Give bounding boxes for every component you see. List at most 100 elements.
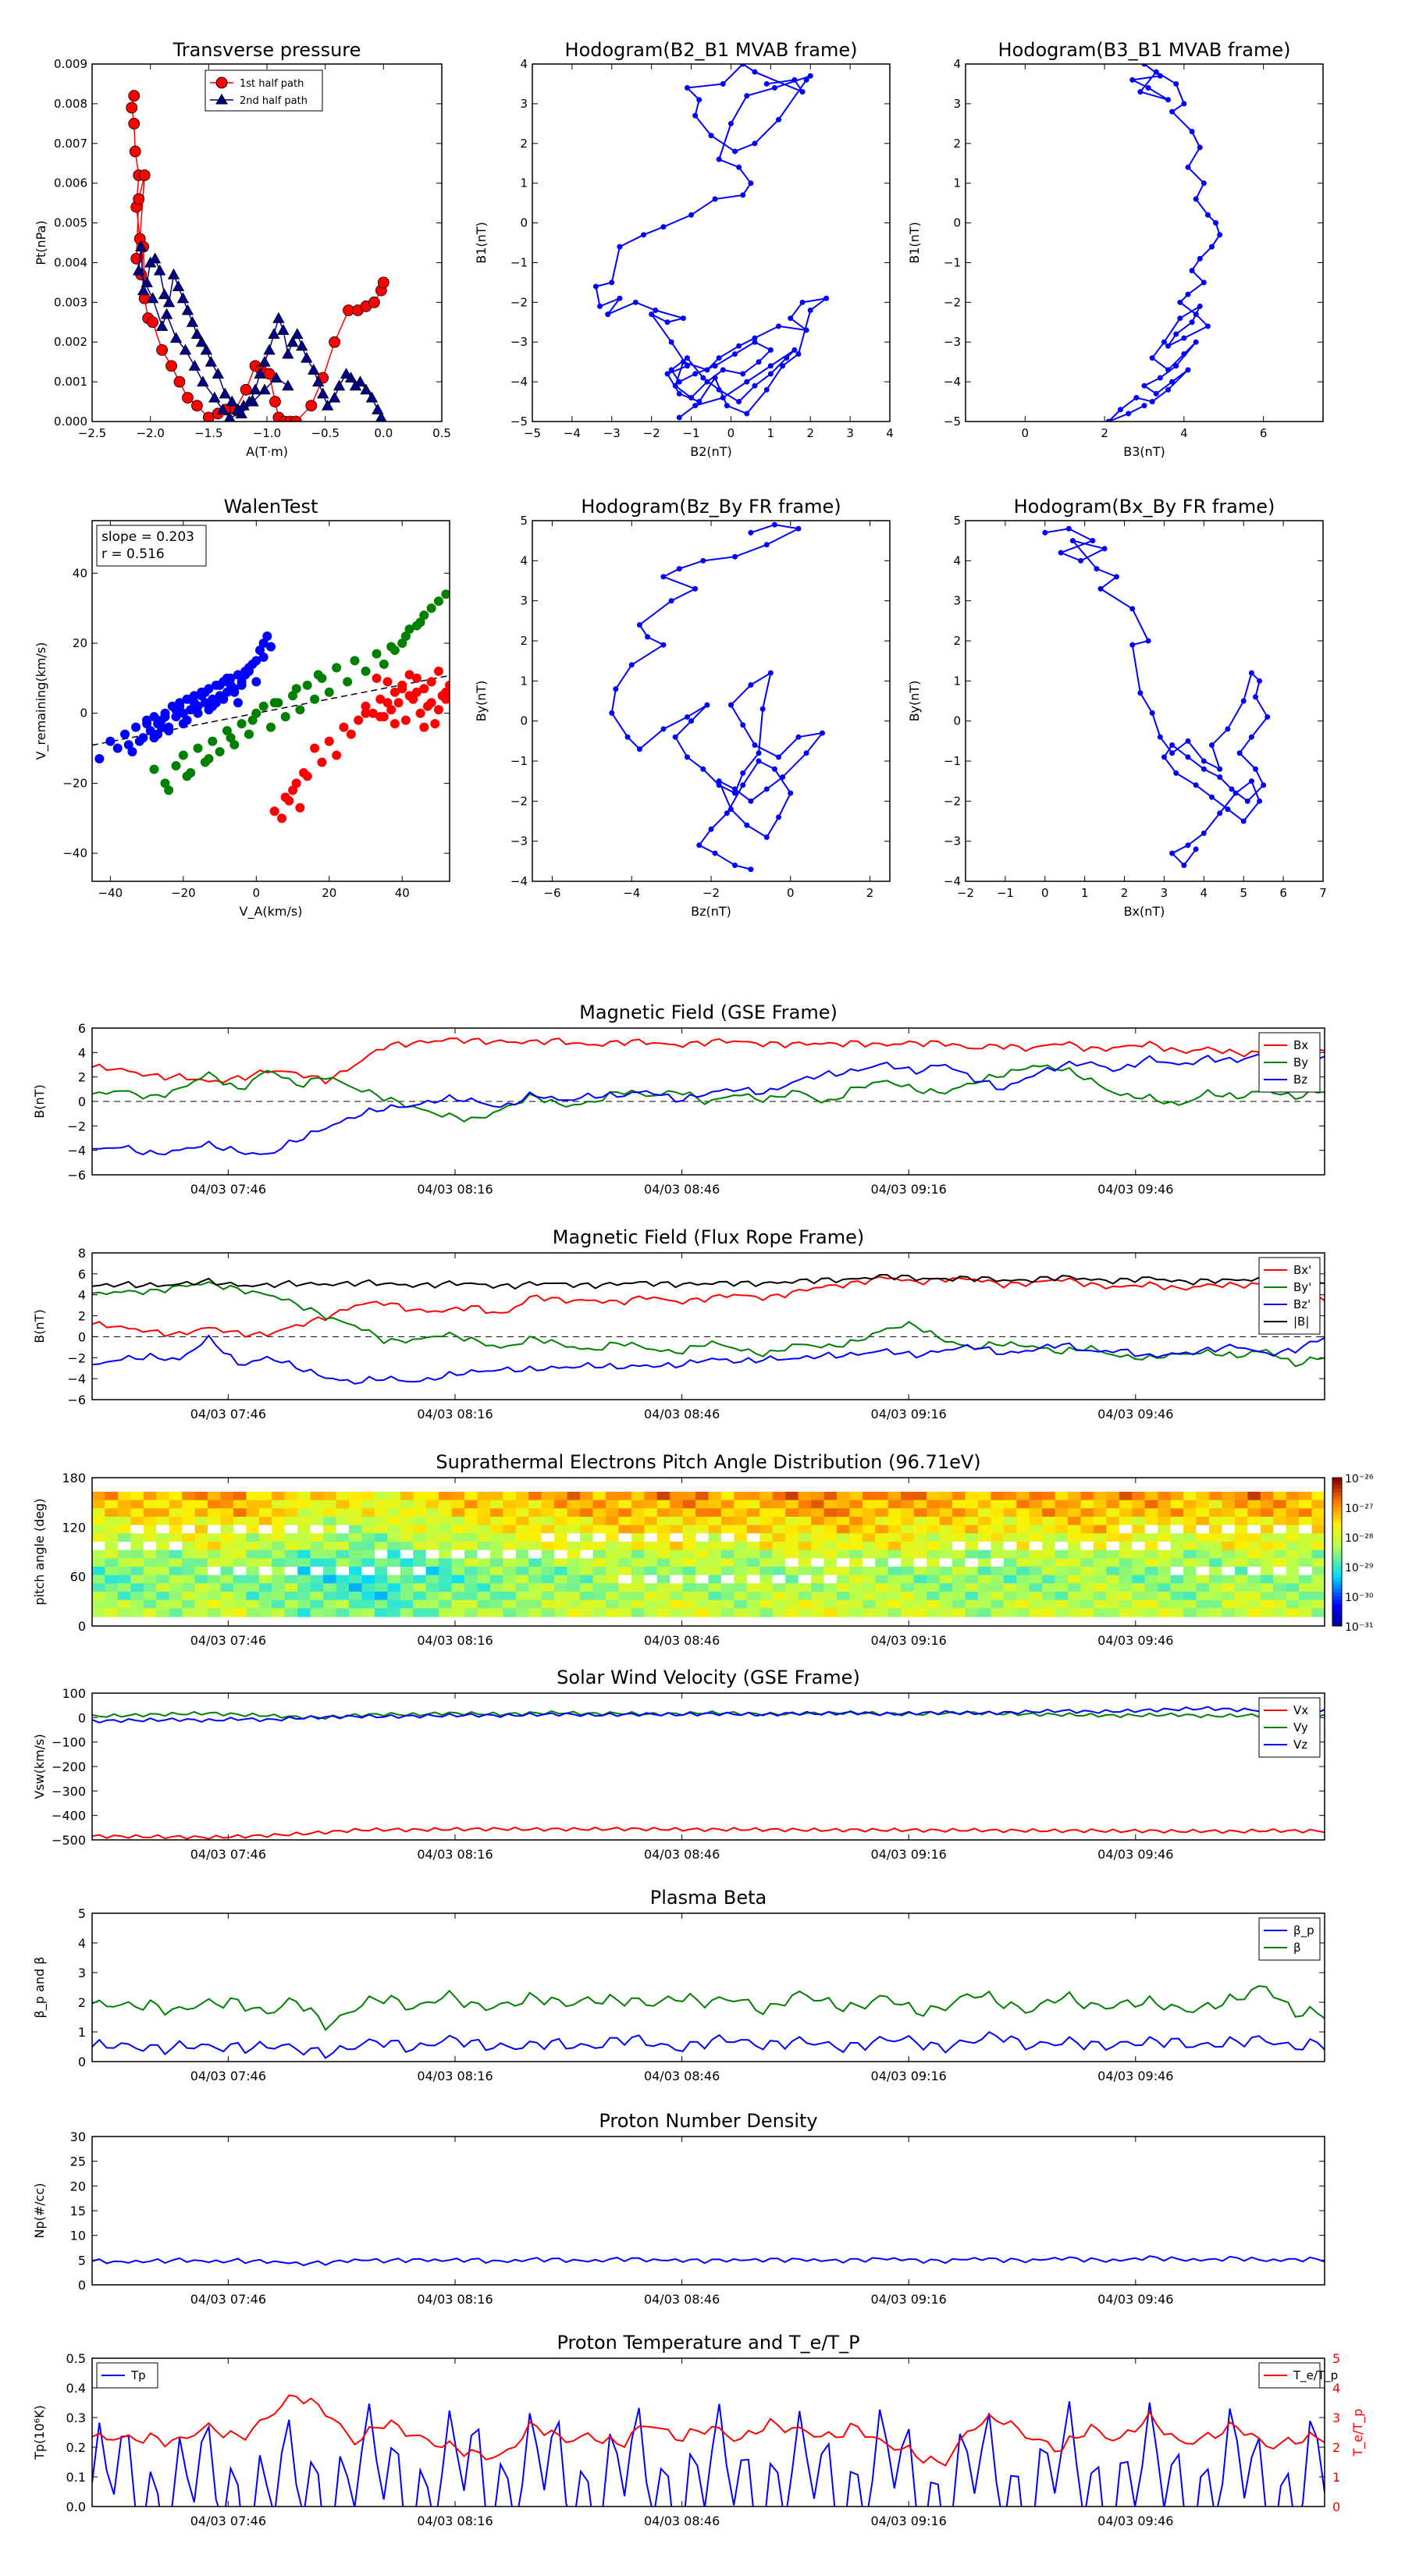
heatmap-cell	[233, 1592, 247, 1601]
heatmap-cell	[901, 1599, 915, 1609]
y-axis-label: Pt(nPa)	[34, 220, 48, 265]
heatmap-cell	[939, 1550, 953, 1559]
heatmap-cell	[977, 1533, 991, 1542]
heatmap-cell	[695, 1592, 710, 1601]
heatmap-cell	[887, 1508, 902, 1517]
heatmap-cell	[823, 1550, 838, 1559]
heatmap-cell	[387, 1558, 401, 1567]
data-point	[247, 395, 259, 407]
heatmap-cell	[400, 1558, 414, 1567]
heatmap-cell	[656, 1500, 670, 1509]
heatmap-cell	[1106, 1550, 1120, 1559]
heatmap-cell	[541, 1592, 555, 1601]
heatmap-cell	[875, 1567, 889, 1576]
data-point	[1225, 806, 1231, 813]
heatmap-cell	[720, 1592, 735, 1601]
data-point	[684, 363, 690, 369]
heatmap-cell	[1299, 1517, 1313, 1526]
heatmap-cell	[837, 1599, 850, 1609]
heatmap-cell	[528, 1525, 542, 1534]
heatmap-cell	[541, 1558, 555, 1567]
heatmap-cell	[862, 1583, 876, 1592]
heatmap-cell	[451, 1574, 465, 1584]
legend-marker	[215, 94, 228, 105]
heatmap-cell	[323, 1517, 337, 1526]
data-point	[732, 148, 738, 155]
heatmap-cell	[644, 1550, 658, 1559]
heatmap-cell	[323, 1574, 337, 1584]
heatmap-cell	[297, 1508, 311, 1517]
heatmap-cell	[477, 1525, 491, 1534]
heatmap-cell	[1055, 1583, 1069, 1592]
heatmap-cell	[862, 1599, 876, 1609]
heatmap-cell	[759, 1525, 774, 1534]
heatmap-cell	[1299, 1500, 1313, 1509]
heatmap-cell	[720, 1517, 735, 1526]
heatmap-cell	[567, 1517, 581, 1526]
y-tick-label: 0	[78, 2278, 86, 2293]
data-point	[173, 375, 186, 388]
y-tick-label: 2	[78, 1309, 86, 1324]
y-tick-label: 0.4	[66, 2381, 86, 2396]
data-point	[1181, 350, 1187, 357]
data-point	[258, 652, 269, 662]
heatmap-cell	[952, 1508, 966, 1517]
data-point	[1197, 255, 1203, 262]
y-tick-label: 180	[62, 1471, 86, 1485]
x-tick-label: 0.0	[374, 426, 393, 440]
heatmap-cell	[785, 1542, 799, 1551]
heatmap-cell	[387, 1592, 401, 1601]
heatmap-cell	[156, 1574, 170, 1584]
heatmap-cell	[233, 1599, 247, 1609]
colorbar-cell	[1332, 1585, 1342, 1589]
heatmap-cell	[1170, 1592, 1184, 1601]
y-tick-label: 1	[953, 176, 961, 190]
data-point	[727, 702, 734, 708]
heatmap-cell	[425, 1558, 439, 1567]
heatmap-cell	[965, 1583, 979, 1592]
heatmap-cell	[105, 1517, 119, 1526]
heatmap-cell	[1286, 1608, 1300, 1617]
heatmap-cell	[798, 1492, 812, 1501]
data-point	[1193, 782, 1199, 788]
heatmap-cell	[400, 1542, 414, 1551]
heatmap-cell	[1144, 1592, 1158, 1601]
heatmap-cell	[258, 1508, 272, 1517]
heatmap-cell	[1144, 1608, 1158, 1617]
heatmap-cell	[1260, 1533, 1274, 1542]
heatmap-cell	[977, 1492, 991, 1501]
heatmap-cell	[875, 1550, 889, 1559]
heatmap-cell	[927, 1599, 941, 1609]
heatmap-cell	[310, 1550, 324, 1559]
data-point	[1090, 538, 1096, 544]
heatmap-cell	[528, 1608, 542, 1617]
heatmap-cell	[1183, 1508, 1197, 1517]
heatmap-cell	[798, 1599, 812, 1609]
heatmap-cell	[1222, 1558, 1236, 1567]
heatmap-cell	[1016, 1550, 1030, 1559]
data-point	[1129, 76, 1136, 83]
heatmap-cell	[1273, 1592, 1287, 1601]
heatmap-cell	[759, 1508, 774, 1517]
heatmap-cell	[1260, 1558, 1274, 1567]
time-tick-label: 04/03 07:46	[190, 1847, 266, 1862]
heatmap-cell	[875, 1525, 889, 1534]
heatmap-cell	[451, 1517, 465, 1526]
heatmap-cell	[1132, 1550, 1146, 1559]
data-point	[360, 383, 372, 395]
heatmap-cell	[1068, 1583, 1081, 1592]
heatmap-cell	[464, 1525, 478, 1534]
data-point	[321, 399, 334, 411]
heatmap-cell	[451, 1533, 465, 1542]
heatmap-cell	[887, 1492, 902, 1501]
data-point	[712, 363, 718, 369]
heatmap-cell	[1042, 1592, 1056, 1601]
heatmap-cell	[349, 1583, 362, 1592]
heatmap-cell	[336, 1608, 350, 1617]
heatmap-cell	[105, 1558, 119, 1567]
heatmap-cell	[901, 1583, 915, 1592]
heatmap-cell	[580, 1592, 593, 1601]
data-point	[740, 722, 746, 728]
data-point	[1058, 550, 1064, 556]
heatmap-cell	[1273, 1542, 1287, 1551]
